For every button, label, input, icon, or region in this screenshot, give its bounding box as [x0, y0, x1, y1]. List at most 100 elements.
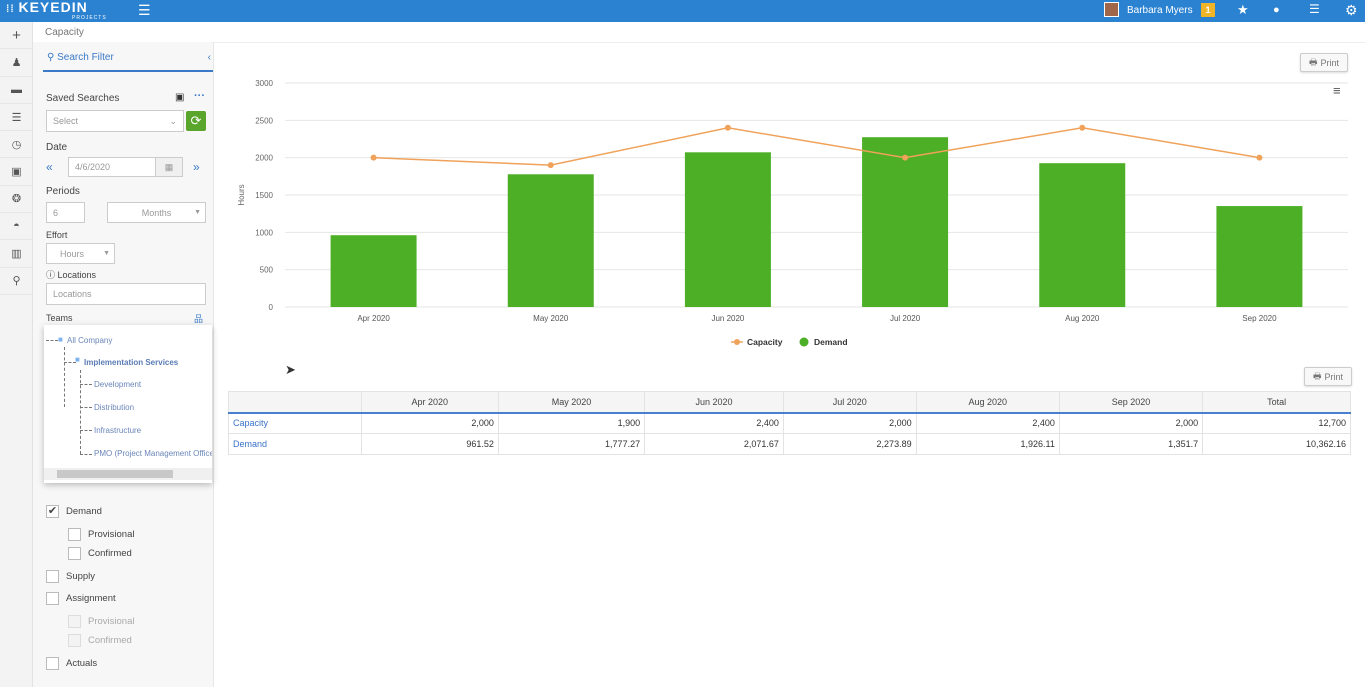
- teams-label: Teams: [46, 313, 73, 323]
- search-icon[interactable]: ⚲: [0, 268, 33, 295]
- column-header[interactable]: Apr 2020: [360, 391, 499, 414]
- search-filter-header[interactable]: ⚲ Search Filter ‹: [43, 52, 213, 72]
- clock-icon[interactable]: ◷: [0, 131, 33, 159]
- checkbox-1[interactable]: Provisional: [68, 528, 134, 541]
- sliders-icon[interactable]: ☰: [0, 104, 33, 132]
- person-icon[interactable]: ♟: [0, 49, 33, 77]
- chart-menu-icon[interactable]: ≡: [1333, 83, 1341, 98]
- demand-bar: [1039, 163, 1126, 307]
- y-axis-label: Hours: [237, 184, 246, 205]
- date-input[interactable]: 4/6/2020: [68, 157, 156, 177]
- column-header[interactable]: Jul 2020: [782, 391, 917, 414]
- dashboard-icon[interactable]: ◓: [0, 213, 33, 241]
- checkbox-box[interactable]: [68, 528, 81, 541]
- table-cell: 2,400: [644, 412, 784, 434]
- user-name[interactable]: Barbara Myers: [1127, 5, 1193, 16]
- x-tick-label: Aug 2020: [1065, 314, 1100, 323]
- globe-icon[interactable]: ●: [1273, 4, 1280, 16]
- money-icon[interactable]: ▣: [0, 158, 33, 186]
- row-label-link[interactable]: Capacity: [228, 412, 362, 434]
- column-header[interactable]: [228, 391, 362, 414]
- checkbox-box[interactable]: [68, 615, 81, 628]
- menu-icon[interactable]: ☰: [138, 2, 151, 18]
- scrollbar-thumb[interactable]: [57, 470, 173, 478]
- checkbox-box[interactable]: ✔: [46, 505, 59, 518]
- column-header[interactable]: Jun 2020: [644, 391, 784, 414]
- locations-input[interactable]: Locations: [46, 283, 206, 305]
- demand-bar: [330, 235, 417, 307]
- tree-node-infrastructure[interactable]: Infrastructure: [94, 426, 142, 435]
- checkbox-box[interactable]: [68, 547, 81, 560]
- checkbox-label: Confirmed: [88, 635, 132, 646]
- calendar-icon[interactable]: ▦: [155, 157, 183, 177]
- checkbox-box[interactable]: [46, 592, 59, 605]
- coins-icon[interactable]: ❂: [0, 186, 33, 214]
- row-label-link[interactable]: Demand: [228, 433, 362, 455]
- period-unit-select[interactable]: Months ▼: [107, 202, 206, 223]
- checkbox-label: Demand: [66, 506, 102, 517]
- y-tick-label: 1500: [255, 191, 273, 200]
- x-tick-label: Jun 2020: [711, 314, 744, 323]
- plus-icon[interactable]: +: [0, 22, 33, 50]
- checkbox-label: Actuals: [66, 658, 98, 669]
- tree-node-all-company[interactable]: All Company: [67, 336, 113, 345]
- x-tick-label: May 2020: [533, 314, 569, 323]
- checkbox-3[interactable]: Supply: [46, 570, 95, 583]
- column-header[interactable]: Total: [1202, 391, 1351, 414]
- gear-icon[interactable]: ⚙: [1345, 2, 1358, 18]
- effort-select[interactable]: Hours ▼: [46, 243, 115, 264]
- tree-node-distribution[interactable]: Distribution: [94, 403, 135, 412]
- printer-icon: 🖶: [1312, 370, 1322, 381]
- refresh-button[interactable]: ⟳: [186, 111, 206, 131]
- avatar[interactable]: [1104, 2, 1119, 17]
- tree-node-pmo[interactable]: PMO (Project Management Office): [94, 449, 212, 458]
- list-icon[interactable]: ☰: [1309, 2, 1320, 16]
- logo[interactable]: ⁞⁞ KEYEDIN: [6, 0, 88, 15]
- column-header[interactable]: May 2020: [497, 391, 646, 414]
- save-icon[interactable]: ▣: [175, 92, 185, 103]
- checkbox-label: Provisional: [88, 616, 135, 627]
- capacity-point: [547, 162, 554, 169]
- checkbox-6[interactable]: Confirmed: [68, 634, 132, 647]
- prev-date-icon[interactable]: «: [46, 160, 53, 174]
- checkbox-7[interactable]: Actuals: [46, 657, 97, 670]
- checkbox-box[interactable]: [46, 657, 59, 670]
- next-date-icon[interactable]: »: [193, 160, 200, 174]
- checkbox-0[interactable]: ✔ Demand: [46, 505, 102, 518]
- checkbox-2[interactable]: Confirmed: [68, 547, 132, 560]
- checkbox-label: Assignment: [66, 593, 116, 604]
- effort-value: Hours: [60, 248, 85, 259]
- collapse-icon[interactable]: ‹: [207, 52, 211, 63]
- period-unit-value: Months: [141, 207, 172, 218]
- table-cell: 2,000: [782, 412, 917, 434]
- table-print-button[interactable]: 🖶 Print: [1304, 367, 1352, 386]
- logo-sub: PROJECTS: [72, 15, 107, 21]
- horizontal-scrollbar[interactable]: [44, 468, 212, 480]
- capacity-point: [1079, 124, 1086, 131]
- select-placeholder: Select: [53, 116, 79, 126]
- column-header[interactable]: Sep 2020: [1058, 391, 1204, 414]
- briefcase-icon[interactable]: ▬: [0, 77, 33, 104]
- checkbox-label: Confirmed: [88, 548, 132, 559]
- saved-search-select[interactable]: Select ⌄: [46, 110, 184, 132]
- bar-chart-icon[interactable]: ▥: [0, 240, 33, 268]
- table-row: Demand 961.52 1,777.27 2,071.67 2,273.89 1,92…: [228, 433, 1351, 455]
- notification-badge[interactable]: 1: [1201, 3, 1215, 17]
- checkbox-box[interactable]: [68, 634, 81, 647]
- tree-node-development[interactable]: Development: [94, 380, 142, 389]
- legend-demand[interactable]: Demand: [814, 337, 848, 347]
- checkbox-5[interactable]: Provisional: [68, 615, 134, 628]
- hierarchy-icon[interactable]: 品: [194, 314, 204, 324]
- y-tick-label: 3000: [255, 79, 273, 88]
- checkbox-box[interactable]: [46, 570, 59, 583]
- legend-capacity[interactable]: Capacity: [747, 337, 783, 347]
- teams-tree-dropdown: ■ All Company ■ Implementation Services …: [44, 325, 212, 483]
- star-icon[interactable]: ★: [1237, 2, 1249, 17]
- tree-node-implementation-services[interactable]: Implementation Services: [84, 358, 179, 367]
- periods-input[interactable]: 6: [46, 202, 85, 223]
- breadcrumb: Capacity: [45, 27, 84, 38]
- more-icon[interactable]: ···: [194, 90, 205, 102]
- chart-print-button[interactable]: 🖶 Print: [1300, 53, 1348, 72]
- column-header[interactable]: Aug 2020: [915, 391, 1060, 414]
- checkbox-4[interactable]: Assignment: [46, 592, 116, 605]
